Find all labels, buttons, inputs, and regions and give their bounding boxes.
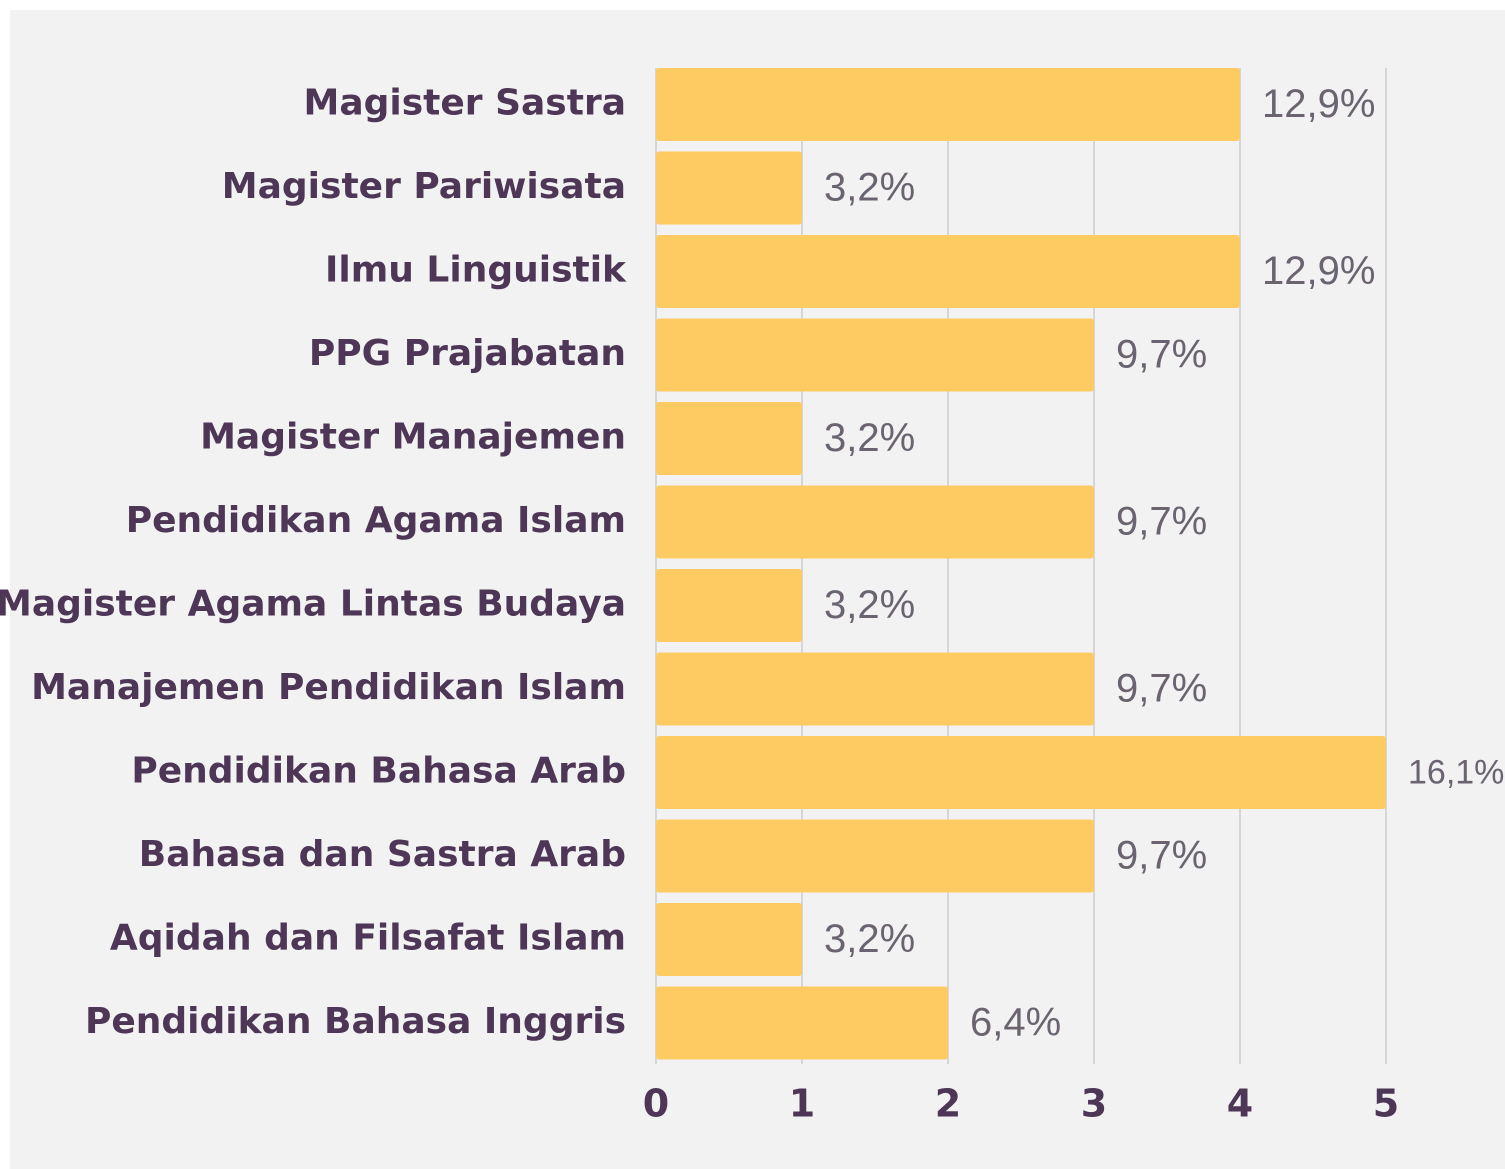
bar	[656, 68, 1240, 141]
value-label: 9,7%	[1116, 333, 1207, 377]
bar	[656, 736, 1386, 809]
x-tick-label: 2	[935, 1082, 961, 1126]
value-label: 3,2%	[824, 166, 915, 210]
value-label: 9,7%	[1116, 834, 1207, 878]
y-tick-label: Magister Manajemen	[200, 417, 626, 458]
x-tick-label: 3	[1081, 1082, 1107, 1126]
value-label: 3,2%	[824, 583, 915, 627]
y-tick-label: Aqidah dan Filsafat Islam	[110, 918, 626, 959]
x-tick-label: 0	[643, 1082, 669, 1126]
y-tick-label: Pendidikan Bahasa Arab	[131, 751, 626, 792]
y-tick-label: Pendidikan Bahasa Inggris	[85, 1001, 626, 1042]
y-tick-label: PPG Prajabatan	[309, 333, 626, 374]
y-tick-label: Magister Agama Lintas Budaya	[0, 584, 626, 625]
value-label: 9,7%	[1116, 667, 1207, 711]
bar	[656, 318, 1094, 392]
y-tick-label: Manajemen Pendidikan Islam	[31, 667, 626, 708]
bar	[656, 986, 948, 1060]
bar	[656, 819, 1094, 893]
bar	[656, 151, 802, 225]
y-tick-label: Ilmu Linguistik	[325, 250, 627, 291]
value-label: 3,2%	[824, 416, 915, 460]
bar	[656, 903, 802, 976]
bar	[656, 485, 1094, 559]
y-tick-label: Pendidikan Agama Islam	[126, 500, 626, 541]
value-label: 12,9%	[1262, 249, 1375, 293]
x-tick-label: 5	[1373, 1082, 1399, 1126]
value-label: 16,1%	[1408, 753, 1504, 791]
bar	[656, 569, 802, 642]
x-tick-label: 4	[1227, 1082, 1253, 1126]
bar	[656, 652, 1094, 726]
x-tick-label: 1	[789, 1082, 815, 1126]
y-tick-label: Magister Pariwisata	[222, 166, 626, 207]
value-label: 3,2%	[824, 917, 915, 961]
bar	[656, 402, 802, 475]
value-label: 9,7%	[1116, 500, 1207, 544]
value-label: 6,4%	[970, 1001, 1061, 1045]
bar	[656, 235, 1240, 308]
y-tick-label: Magister Sastra	[304, 83, 626, 124]
y-tick-label: Bahasa dan Sastra Arab	[139, 834, 626, 875]
value-label: 12,9%	[1262, 82, 1375, 126]
